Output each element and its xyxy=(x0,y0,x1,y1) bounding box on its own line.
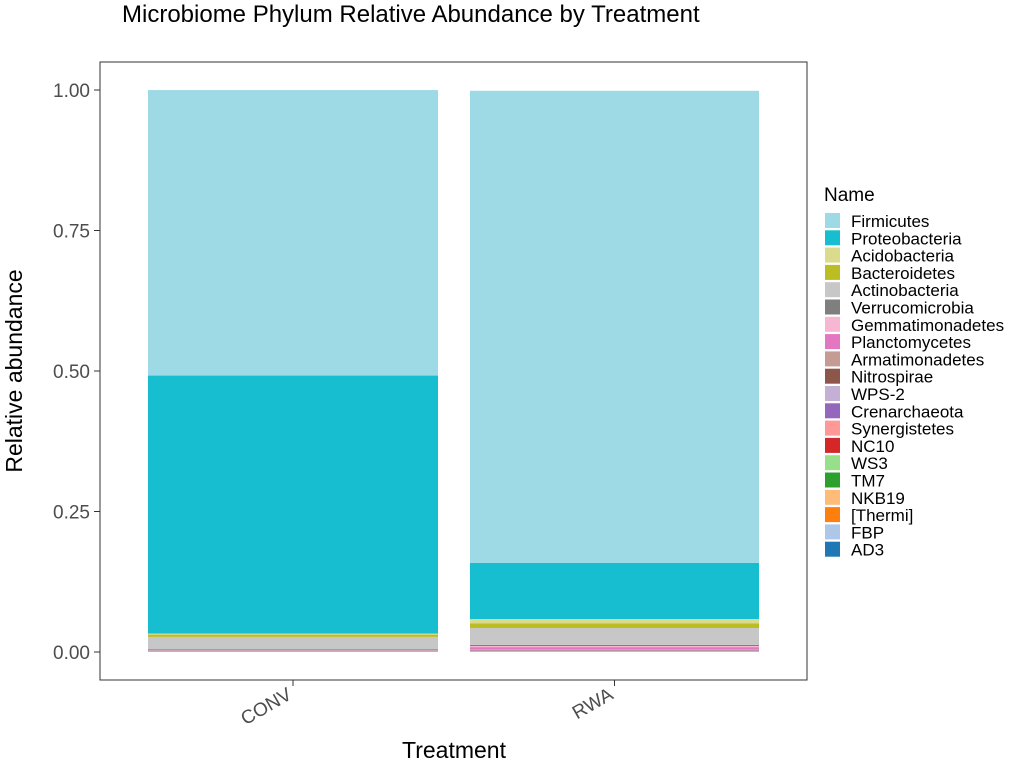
legend-key-nitrospirae xyxy=(825,368,840,384)
legend-key-planctomycetes xyxy=(825,334,840,350)
y-tick-label: 0.00 xyxy=(53,643,90,664)
legend-key-bacteroidetes xyxy=(825,264,840,280)
legend-key-firmicutes xyxy=(825,213,840,228)
legend-key-ad3 xyxy=(825,541,840,557)
legend-label-tm7: TM7 xyxy=(851,472,885,491)
legend-label-verrucomicrobia: Verrucomicrobia xyxy=(851,299,974,318)
bar-conv-bacteroidetes xyxy=(148,634,438,637)
legend-key-ws3 xyxy=(825,455,840,471)
legend-key-synergistetes xyxy=(825,420,840,436)
legend-key-nc10 xyxy=(825,437,840,453)
bar-rwa-proteobacteria xyxy=(470,562,759,620)
legend-key-acidobacteria xyxy=(825,247,840,263)
bar-conv-acidobacteria xyxy=(148,633,438,635)
legend-label-wps-2: WPS-2 xyxy=(851,385,905,404)
legend: Name FirmicutesProteobacteriaAcidobacter… xyxy=(824,185,1004,560)
x-tick-label: CONV xyxy=(237,684,295,730)
y-tick-label: 0.75 xyxy=(53,222,90,243)
legend-label-crenarchaeota: Crenarchaeota xyxy=(851,402,964,421)
legend-label-firmicutes: Firmicutes xyxy=(851,212,929,231)
legend-key-verrucomicrobia xyxy=(825,299,840,315)
legend-label-nkb19: NKB19 xyxy=(851,489,905,508)
legend-label-acidobacteria: Acidobacteria xyxy=(851,247,955,266)
bar-conv-verrucomicrobia xyxy=(148,649,438,651)
bar-rwa-bacteroidetes xyxy=(470,623,759,629)
chart-title: Microbiome Phylum Relative Abundance by … xyxy=(122,1,700,28)
legend-label-proteobacteria: Proteobacteria xyxy=(851,229,962,248)
bar-rwa-actinobacteria xyxy=(470,628,759,645)
legend-key-proteobacteria xyxy=(825,230,840,246)
x-tick-label: RWA xyxy=(569,684,617,724)
legend-label-planctomycetes: Planctomycetes xyxy=(851,333,971,352)
bar-rwa-gemmatimonadetes xyxy=(470,645,759,648)
bar-rwa-firmicutes xyxy=(470,90,759,563)
bar-rwa-acidobacteria xyxy=(470,619,759,624)
legend-label-fbp: FBP xyxy=(851,523,884,542)
bar-rwa-planctomycetes xyxy=(470,647,759,650)
bars-group xyxy=(148,90,759,652)
legend-label-gemmatimonadetes: Gemmatimonadetes xyxy=(851,316,1004,335)
legend-label-thermi: [Thermi] xyxy=(851,506,913,525)
legend-label-ad3: AD3 xyxy=(851,541,884,560)
legend-key-tm7 xyxy=(825,472,840,488)
bar-conv-actinobacteria xyxy=(148,636,438,650)
legend-label-synergistetes: Synergistetes xyxy=(851,420,954,439)
legend-key-thermi xyxy=(825,507,840,523)
legend-label-nitrospirae: Nitrospirae xyxy=(851,368,933,387)
y-tick-label: 0.25 xyxy=(53,503,90,524)
legend-key-fbp xyxy=(825,524,840,540)
y-tick-label: 1.00 xyxy=(53,81,90,102)
y-tick-label: 0.50 xyxy=(53,362,90,383)
legend-label-nc10: NC10 xyxy=(851,437,894,456)
legend-key-actinobacteria xyxy=(825,282,840,298)
legend-key-armatimonadetes xyxy=(825,351,840,367)
y-axis-title: Relative abundance xyxy=(1,269,27,472)
legend-label-actinobacteria: Actinobacteria xyxy=(851,281,959,300)
bar-conv-firmicutes xyxy=(148,90,438,376)
bar-conv-proteobacteria xyxy=(148,375,438,634)
legend-title: Name xyxy=(824,185,875,206)
legend-label-ws3: WS3 xyxy=(851,454,888,473)
legend-key-crenarchaeota xyxy=(825,403,840,419)
y-axis: 0.00 0.25 0.50 0.75 1.00 xyxy=(53,81,100,664)
bar-rwa-verrucomicrobia xyxy=(470,644,759,646)
legend-label-armatimonadetes: Armatimonadetes xyxy=(851,350,984,369)
legend-key-nkb19 xyxy=(825,489,840,505)
legend-key-wps-2 xyxy=(825,386,840,401)
bar-rwa-armatimonadetes xyxy=(470,649,759,650)
legend-key-gemmatimonadetes xyxy=(825,316,840,332)
legend-label-bacteroidetes: Bacteroidetes xyxy=(851,264,955,283)
x-axis-title: Treatment xyxy=(402,737,507,763)
x-axis: CONV RWA xyxy=(237,680,617,730)
